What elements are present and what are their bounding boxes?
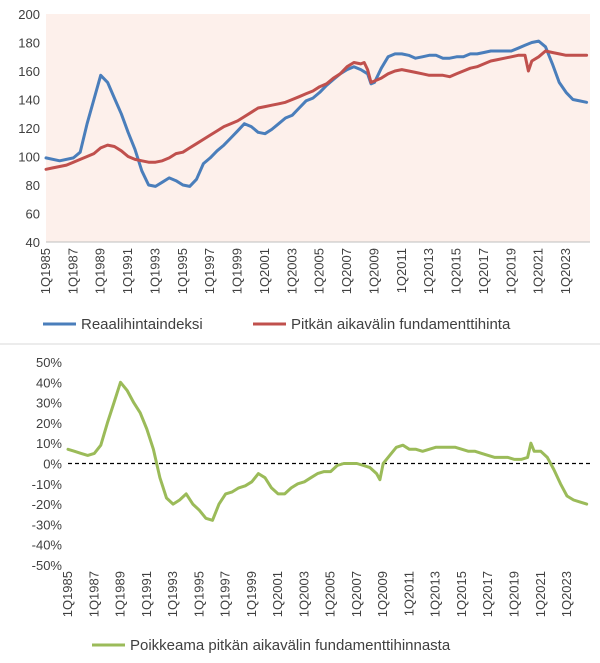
bottom-x-axis: 1Q1985 1Q1987 1Q1989 1Q1991 1Q1993 1Q1995 1Q19…	[60, 571, 574, 617]
x-tick-label: 1Q1991	[120, 248, 135, 294]
y-tick-label: -20%	[32, 497, 63, 512]
x-tick-label: 1Q1999	[230, 248, 245, 294]
y-tick-label: 140	[18, 93, 40, 108]
bottom-series-group	[66, 380, 589, 522]
x-tick-label: 1Q2001	[257, 248, 272, 294]
x-tick-label: 1Q2009	[366, 248, 381, 294]
y-tick-label: -40%	[32, 538, 63, 553]
x-tick-label: 1Q1989	[93, 248, 108, 294]
x-tick-label: 1Q2019	[506, 571, 521, 617]
bottom-y-axis: -50% -40% -30% -20% -10% 0% 10% 20% 30% 40% 50%	[32, 355, 63, 573]
y-tick-label: 80	[26, 178, 40, 193]
y-tick-label: 60	[26, 207, 40, 222]
y-tick-label: 40%	[36, 375, 62, 390]
top-series-group	[44, 39, 589, 188]
top-y-axis: 40 60 80 100 120 140 160 180 200	[18, 7, 40, 250]
y-tick-label: 40	[26, 235, 40, 250]
x-tick-label: 1Q1993	[165, 571, 180, 617]
x-tick-label: 1Q2003	[284, 248, 299, 294]
x-tick-label: 1Q2013	[421, 248, 436, 294]
series-line-0	[66, 380, 589, 522]
legend-label-poikkeama: Poikkeama pitkän aikavälin fundamenttihi…	[130, 637, 451, 654]
x-tick-label: 1Q2001	[270, 571, 285, 617]
y-tick-label: 100	[18, 150, 40, 165]
y-tick-label: 0%	[43, 457, 62, 472]
x-tick-label: 1Q2013	[428, 571, 443, 617]
top-x-axis: 1Q1985 1Q1987 1Q1989 1Q1991 1Q1993 1Q1995 1Q19…	[38, 248, 573, 294]
x-tick-label: 1Q2007	[339, 248, 354, 294]
x-tick-label: 1Q1989	[113, 571, 128, 617]
y-tick-label: 30%	[36, 396, 62, 411]
x-tick-label: 1Q1987	[86, 571, 101, 617]
x-tick-label: 1Q2005	[312, 248, 327, 294]
x-tick-label: 1Q2011	[394, 248, 409, 293]
x-tick-label: 1Q2023	[558, 248, 573, 294]
x-tick-label: 1Q1993	[147, 248, 162, 294]
x-tick-label: 1Q1995	[191, 571, 206, 617]
x-tick-label: 1Q1985	[60, 571, 75, 617]
x-tick-label: 1Q1985	[38, 248, 53, 294]
x-tick-label: 1Q2015	[454, 571, 469, 617]
x-tick-label: 1Q2003	[296, 571, 311, 617]
x-tick-label: 1Q2007	[349, 571, 364, 617]
x-tick-label: 1Q2021	[533, 571, 548, 617]
legend-label-fundamenttihinta: Pitkän aikavälin fundamenttihinta	[291, 316, 511, 333]
y-tick-label: 20%	[36, 416, 62, 431]
x-tick-label: 1Q1991	[139, 571, 154, 617]
bottom-chart: -50% -40% -30% -20% -10% 0% 10% 20% 30% 40% 50% 1Q…	[32, 355, 590, 654]
x-tick-label: 1Q1997	[218, 571, 233, 617]
x-tick-label: 1Q1995	[175, 248, 190, 294]
x-tick-label: 1Q2011	[401, 571, 416, 616]
x-tick-label: 1Q2005	[323, 571, 338, 617]
y-tick-label: 120	[18, 121, 40, 136]
y-tick-label: 10%	[36, 436, 62, 451]
x-tick-label: 1Q2017	[480, 571, 495, 617]
legend-label-reaalihintaindeksi: Reaalihintaindeksi	[81, 316, 203, 333]
y-tick-label: 160	[18, 64, 40, 79]
x-tick-label: 1Q1997	[202, 248, 217, 294]
y-tick-label: 200	[18, 7, 40, 22]
x-tick-label: 1Q2023	[559, 571, 574, 617]
x-tick-label: 1Q2009	[375, 571, 390, 617]
x-tick-label: 1Q2015	[449, 248, 464, 294]
x-tick-label: 1Q1999	[244, 571, 259, 617]
x-tick-label: 1Q2021	[531, 248, 546, 294]
y-tick-label: 50%	[36, 355, 62, 370]
y-tick-label: -10%	[32, 477, 63, 492]
series-line-1	[44, 49, 589, 171]
y-tick-label: -50%	[32, 558, 63, 573]
y-tick-label: -30%	[32, 517, 63, 532]
x-tick-label: 1Q1987	[65, 248, 80, 294]
top-legend: Reaalihintaindeksi Pitkän aikavälin fund…	[43, 316, 511, 333]
y-tick-label: 180	[18, 36, 40, 51]
bottom-legend: Poikkeama pitkän aikavälin fundamenttihi…	[92, 637, 451, 654]
x-tick-label: 1Q2017	[476, 248, 491, 294]
x-tick-label: 1Q2019	[503, 248, 518, 294]
